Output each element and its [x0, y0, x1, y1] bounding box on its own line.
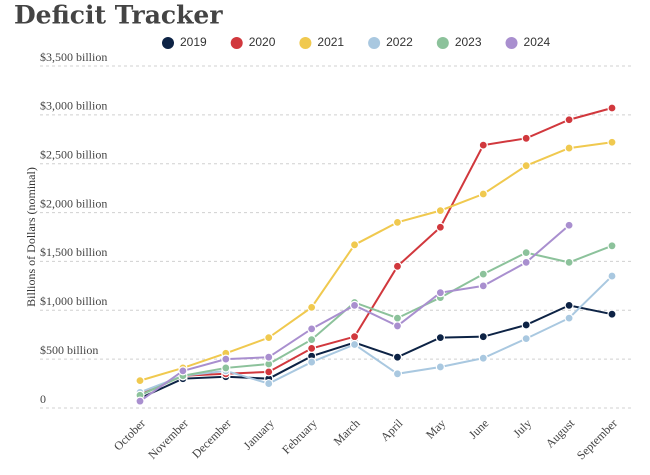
y-tick-label: $3,500 billion — [40, 50, 107, 64]
y-axis-label: Billions of Dollars (nominal) — [24, 167, 38, 307]
legend-label: 2019 — [180, 35, 207, 49]
x-tick-label: October — [111, 416, 148, 453]
data-point — [478, 189, 488, 199]
data-point — [478, 353, 488, 363]
data-point — [478, 140, 488, 150]
data-point — [307, 357, 317, 367]
data-point — [392, 261, 403, 271]
data-point — [349, 332, 360, 342]
y-tick-label: 0 — [40, 392, 46, 406]
data-point — [607, 137, 617, 147]
x-tick-label: February — [279, 416, 320, 457]
data-point — [564, 300, 574, 310]
x-tick-label: November — [145, 416, 191, 462]
y-tick-label: $1,000 billion — [40, 294, 107, 308]
y-tick-label: $2,000 billion — [40, 196, 107, 210]
legend-label: 2024 — [524, 35, 551, 49]
data-point — [135, 396, 145, 406]
data-point — [435, 222, 445, 232]
data-point — [392, 321, 403, 331]
y-tick-label: $2,500 billion — [40, 147, 107, 161]
data-point — [521, 257, 531, 268]
data-point — [607, 309, 617, 319]
x-tick-label: April — [378, 416, 406, 444]
series-line — [139, 107, 613, 396]
data-point — [264, 352, 274, 362]
data-point — [178, 366, 188, 376]
series-line — [139, 304, 613, 400]
x-tick-label: March — [331, 416, 363, 448]
data-point — [307, 343, 317, 353]
data-point — [521, 320, 531, 330]
legend-marker — [505, 37, 518, 49]
data-point — [478, 332, 488, 342]
data-point — [349, 240, 360, 250]
data-point — [521, 161, 531, 171]
data-point — [307, 302, 317, 312]
data-point — [478, 281, 488, 291]
y-tick-label: $1,500 billion — [40, 245, 107, 259]
x-tick-label: August — [543, 416, 578, 451]
data-point — [392, 217, 403, 227]
series — [135, 220, 574, 406]
data-point — [435, 362, 445, 372]
x-tick-label: January — [240, 416, 276, 452]
data-point — [521, 334, 531, 344]
data-point — [307, 324, 317, 334]
x-tick-label: May — [423, 416, 448, 441]
data-point — [264, 378, 274, 389]
data-point — [221, 354, 231, 364]
data-point — [392, 313, 403, 323]
data-point — [264, 333, 274, 343]
legend-label: 2022 — [386, 35, 413, 49]
data-point — [564, 143, 574, 153]
series-line — [139, 141, 613, 382]
y-tick-label: $500 billion — [40, 343, 98, 357]
x-tick-label: September — [574, 416, 620, 462]
data-point — [307, 335, 317, 345]
data-point — [349, 300, 360, 310]
x-tick-label: December — [189, 416, 234, 461]
data-point — [478, 269, 488, 279]
legend-marker — [162, 37, 174, 49]
chart-title: Deficit Tracker — [14, 1, 223, 30]
data-point — [607, 241, 617, 251]
data-point — [564, 115, 574, 125]
data-point — [435, 288, 445, 298]
x-tick-label: July — [510, 416, 534, 440]
data-point — [135, 376, 145, 386]
data-point — [221, 363, 231, 373]
data-point — [392, 369, 403, 379]
data-point — [521, 248, 531, 258]
series — [135, 103, 617, 399]
data-point — [392, 352, 403, 362]
legend-marker — [230, 37, 243, 49]
data-point — [607, 271, 617, 281]
data-point — [564, 257, 574, 268]
legend-label: 2023 — [455, 35, 482, 49]
series-line — [139, 244, 613, 397]
legend-label: 2020 — [249, 35, 276, 49]
y-tick-label: $3,000 billion — [40, 99, 107, 113]
legend-marker — [368, 37, 381, 49]
series — [135, 137, 617, 386]
data-point — [264, 367, 274, 377]
legend-marker — [436, 37, 449, 49]
data-point — [564, 313, 574, 323]
data-point — [435, 206, 445, 216]
legend-marker — [299, 37, 312, 49]
x-tick-label: June — [466, 416, 491, 441]
data-point — [435, 333, 445, 343]
legend-label: 2021 — [317, 35, 344, 49]
series — [135, 241, 617, 400]
data-point — [564, 220, 574, 230]
data-point — [349, 339, 360, 350]
data-point — [521, 133, 531, 143]
series-line — [139, 275, 613, 394]
data-point — [607, 103, 617, 113]
